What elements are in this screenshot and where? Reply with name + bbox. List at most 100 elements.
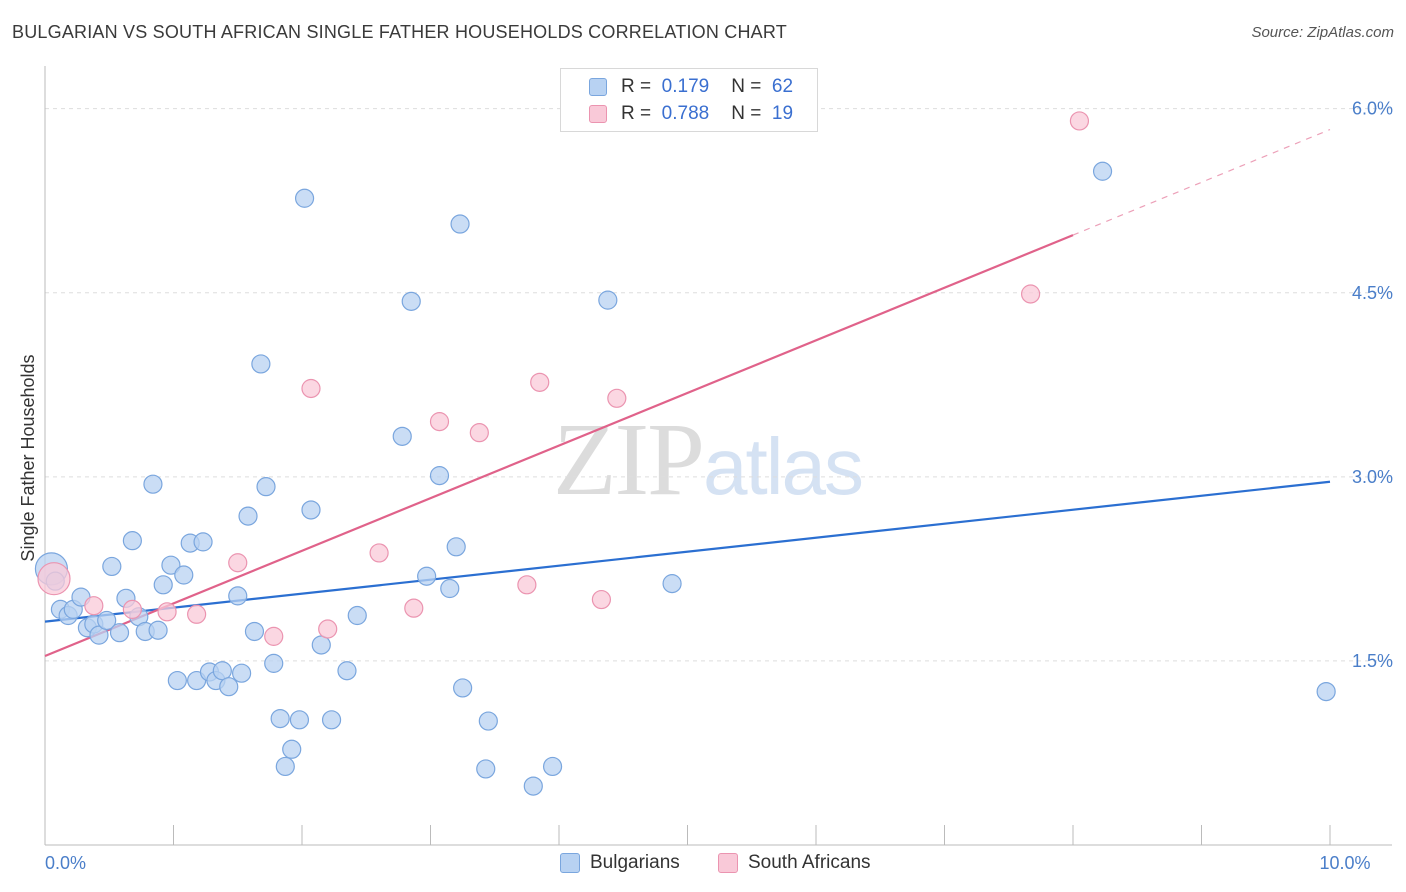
data-points [34, 111, 1336, 796]
point-bulgarian [143, 474, 163, 494]
bottom-legend-swatch-pink [718, 853, 738, 873]
trend-line-bulgarians [44, 480, 1331, 623]
legend-n-label: N = [731, 103, 762, 124]
grid-lines [45, 108, 1392, 662]
axes [44, 66, 1392, 846]
point-bulgarian [301, 500, 321, 520]
point-bulgarian [476, 759, 496, 779]
point-bulgarian [289, 710, 310, 730]
point-south-african [404, 598, 424, 618]
point-bulgarian [174, 565, 194, 585]
point-bulgarian [102, 556, 122, 577]
point-south-african [429, 412, 450, 432]
point-bulgarian [219, 677, 239, 697]
point-bulgarian [294, 188, 315, 208]
point-bulgarian [392, 426, 412, 446]
correlation-legend: R = 0.179 N = 62 R = 0.788 N = 19 [560, 68, 818, 132]
point-south-african [607, 388, 627, 408]
x-tick-label: 0.0% [45, 853, 86, 873]
point-bulgarian [270, 708, 290, 729]
bottom-legend-swatch-blue [560, 853, 580, 873]
bottom-legend-label: South Africans [748, 852, 871, 873]
point-south-african [318, 619, 338, 639]
point-bulgarian [440, 578, 460, 599]
y-tick-label: 6.0% [1352, 99, 1393, 119]
point-bulgarian [337, 661, 357, 681]
point-bulgarian [446, 537, 466, 557]
point-bulgarian [662, 574, 682, 594]
point-bulgarian [311, 635, 331, 655]
point-south-african [187, 604, 207, 624]
y-tick-label: 1.5% [1352, 651, 1393, 671]
bottom-legend-south-africans: South Africans [718, 852, 871, 874]
point-bulgarian [109, 623, 130, 643]
point-bulgarian [228, 586, 248, 606]
legend-r-value: 0.179 [661, 76, 710, 97]
point-bulgarian [478, 711, 498, 731]
legend-n-label: N = [731, 76, 762, 97]
point-south-african [84, 596, 104, 616]
legend-r-value: 0.788 [661, 103, 710, 124]
point-bulgarian [1316, 681, 1336, 702]
point-south-african [1069, 111, 1090, 131]
point-bulgarian [264, 653, 284, 673]
watermark: ZIPatlas [553, 400, 864, 519]
point-bulgarian [321, 710, 342, 730]
x-tick-label: 10.0% [1319, 853, 1370, 873]
legend-r-label: R = [621, 103, 652, 124]
bottom-legend-label: Bulgarians [590, 852, 680, 873]
point-south-african [591, 589, 612, 610]
point-south-african [517, 575, 537, 595]
point-south-african [1020, 284, 1041, 304]
point-bulgarian [429, 466, 450, 486]
point-bulgarian [97, 610, 117, 631]
point-south-african [301, 378, 321, 399]
point-south-african [37, 562, 71, 596]
watermark-atlas: atlas [703, 422, 864, 511]
point-bulgarian [598, 290, 618, 310]
point-south-african [264, 626, 284, 646]
point-bulgarian [238, 506, 258, 526]
trend-lines [44, 128, 1331, 658]
point-south-african [469, 423, 489, 443]
trend-line-south-africans [44, 234, 1074, 658]
point-bulgarian [523, 776, 543, 796]
axis-labels: 1.5% 3.0% 4.5% 6.0% 0.0% 10.0% Single Father H… [18, 99, 1393, 873]
point-bulgarian [161, 555, 181, 575]
point-bulgarian [256, 477, 276, 497]
legend-r-label: R = [621, 76, 652, 97]
legend-row-south-africans: R = 0.788 N = 19 [589, 102, 793, 126]
point-bulgarian [251, 354, 271, 374]
point-south-african [157, 602, 177, 622]
point-bulgarian [450, 214, 470, 234]
point-south-african [369, 543, 389, 563]
point-south-african [530, 372, 550, 392]
point-south-african [122, 599, 142, 619]
y-tick-label: 3.0% [1352, 467, 1393, 487]
point-bulgarian [275, 756, 295, 777]
legend-swatch-blue [589, 78, 607, 96]
point-bulgarian [244, 621, 265, 642]
point-bulgarian [212, 661, 232, 681]
point-bulgarian [167, 670, 187, 691]
point-south-african [228, 553, 248, 573]
point-bulgarian [282, 739, 302, 759]
source-label: Source: ZipAtlas.com [1251, 24, 1394, 41]
point-bulgarian [153, 575, 173, 595]
point-bulgarian [1092, 161, 1113, 181]
legend-row-bulgarians: R = 0.179 N = 62 [589, 75, 793, 99]
point-bulgarian [401, 291, 421, 311]
bottom-legend-bulgarians: Bulgarians [560, 852, 680, 874]
point-bulgarian [347, 605, 367, 626]
point-bulgarian [417, 566, 437, 586]
point-bulgarian [193, 532, 213, 552]
point-bulgarian [122, 531, 142, 551]
watermark-zip: ZIP [553, 402, 705, 517]
legend-n-value: 62 [771, 76, 794, 97]
point-bulgarian [453, 678, 473, 698]
y-axis-title: Single Father Households [18, 354, 38, 561]
legend-swatch-pink [589, 105, 607, 123]
trend-line-south-africans-extension [1072, 128, 1331, 236]
point-bulgarian [232, 663, 252, 683]
